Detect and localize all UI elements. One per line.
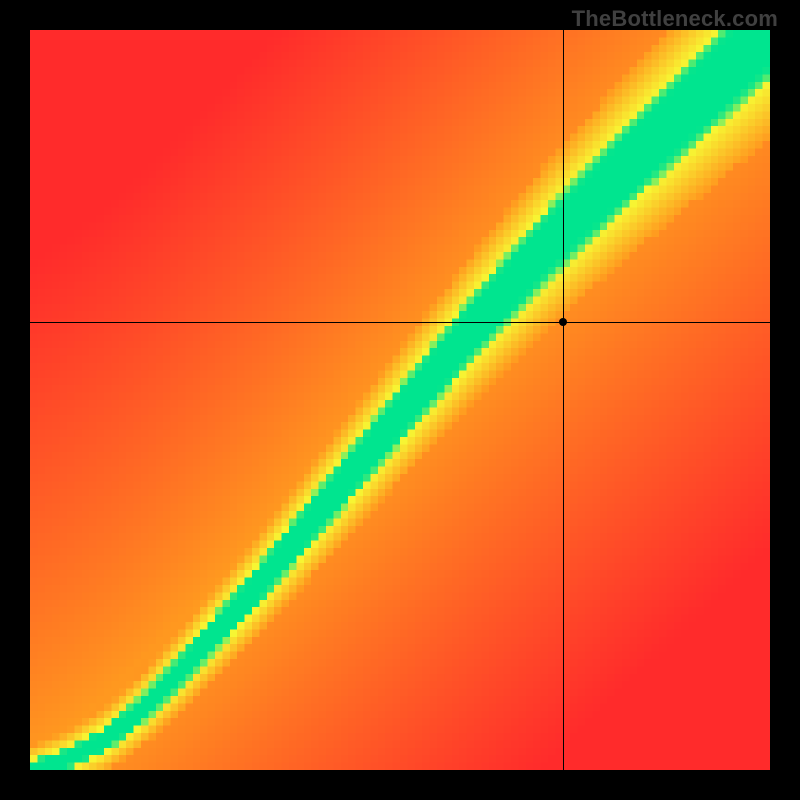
- heatmap-plot: [30, 30, 770, 770]
- chart-container: TheBottleneck.com: [0, 0, 800, 800]
- watermark-text: TheBottleneck.com: [572, 6, 778, 32]
- heatmap-canvas: [30, 30, 770, 770]
